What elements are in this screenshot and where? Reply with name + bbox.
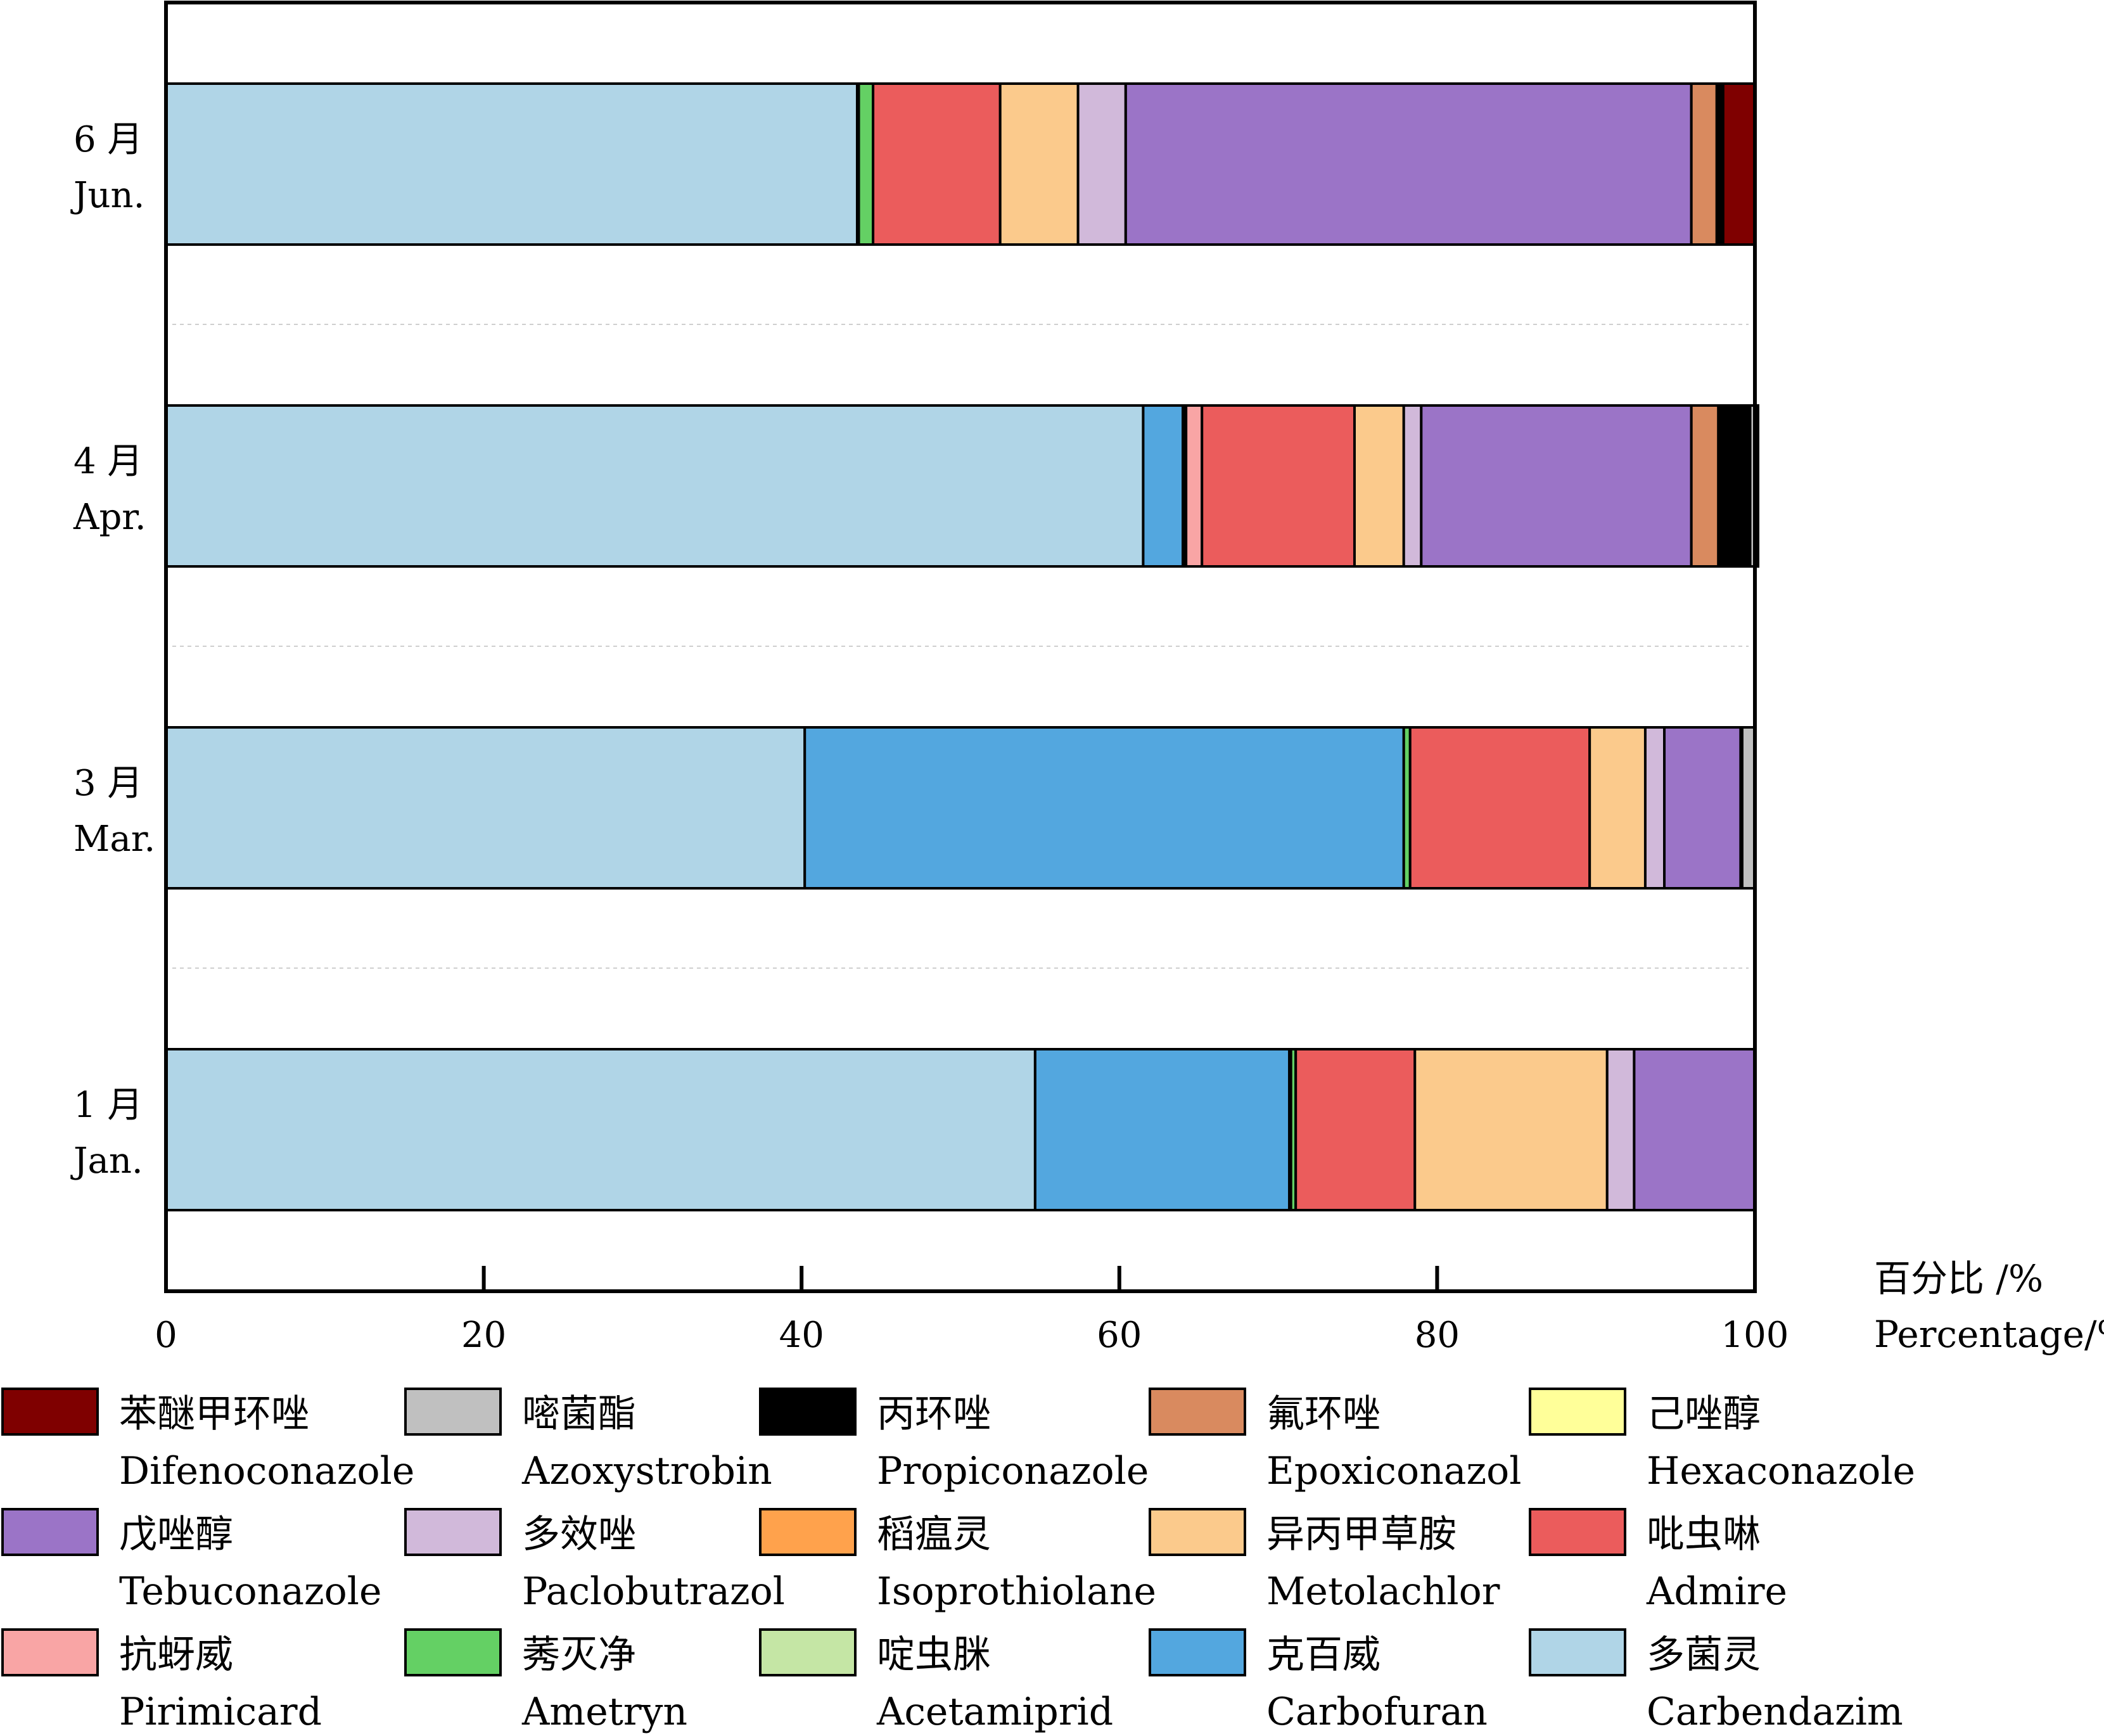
bar-segment-difenoconazole-jun <box>1721 82 1757 246</box>
bar-segment-epoxiconazol-jun <box>1690 82 1718 246</box>
legend-label-en: Difenoconazole <box>119 1449 414 1493</box>
legend-label-en: Carbendazim <box>1647 1690 1903 1734</box>
bar-segment-metolachlor-jun <box>998 82 1080 246</box>
bar-segment-metolachlor-mar <box>1588 726 1647 890</box>
legend-swatch <box>1529 1508 1626 1556</box>
bar-segment-epoxiconazol-apr <box>1690 404 1720 568</box>
legend-swatch <box>759 1508 857 1556</box>
legend-swatch <box>404 1508 502 1556</box>
legend-label-cn: 多菌灵 <box>1647 1633 1761 1677</box>
x-tick-label: 20 <box>461 1315 506 1356</box>
bar-segment-tebuconazole-mar <box>1663 726 1742 890</box>
plot-frame <box>164 1 1757 1293</box>
legend-swatch <box>1529 1388 1626 1436</box>
legend-swatch <box>1 1388 99 1436</box>
legend-label-en: Metolachlor <box>1266 1569 1500 1614</box>
legend-swatch <box>1149 1508 1246 1556</box>
legend-label-en: Propiconazole <box>877 1449 1149 1493</box>
legend-label-en: Paclobutrazol <box>522 1569 785 1614</box>
x-tick-label: 80 <box>1415 1315 1460 1356</box>
bar-segment-paclobutrazol-jan <box>1605 1048 1636 1211</box>
category-label-en: Jan. <box>70 1140 143 1182</box>
legend-swatch <box>1149 1388 1246 1436</box>
bar-segment-propiconazole-apr <box>1717 404 1752 568</box>
bar-segment-admire-mar <box>1408 726 1591 890</box>
legend-swatch <box>1 1508 99 1556</box>
bar-segment-carbendazim-jan <box>165 1048 1036 1211</box>
category-label-en: Apr. <box>73 497 146 538</box>
legend-label-cn: 戊唑醇 <box>119 1512 233 1557</box>
x-tick-label: 40 <box>779 1315 824 1356</box>
legend-label-cn: 抗蚜威 <box>119 1633 233 1677</box>
legend-label-en: Admire <box>1646 1569 1787 1614</box>
legend-swatch <box>1529 1628 1626 1676</box>
legend-label-cn: 稻瘟灵 <box>877 1512 991 1557</box>
legend-swatch <box>759 1388 857 1436</box>
legend-swatch <box>404 1628 502 1676</box>
x-tick-label: 100 <box>1721 1315 1789 1356</box>
legend-label-cn: 氟环唑 <box>1266 1392 1380 1436</box>
category-label-cn: 1 月 <box>73 1085 143 1126</box>
x-tick-label: 0 <box>155 1315 177 1356</box>
bar-segment-tebuconazole-jun <box>1124 82 1693 246</box>
bar-segment-carbofuran-mar <box>803 726 1405 890</box>
legend-label-en: Pirimicard <box>119 1690 322 1734</box>
bar-segment-paclobutrazol-mar <box>1643 726 1666 890</box>
bar-segment-metolachlor-jan <box>1413 1048 1609 1211</box>
x-ticks: 0 20 40 60 80 100 <box>155 1266 1788 1356</box>
bar-segment-pirimicard-apr <box>1185 404 1204 568</box>
legend-label-cn: 啶虫脒 <box>877 1633 991 1677</box>
legend-label-cn: 嘧菌酯 <box>522 1392 636 1436</box>
bar-segment-admire-jun <box>872 82 1002 246</box>
legend-label-en: Hexaconazole <box>1647 1449 1915 1493</box>
bar-segment-carbendazim-jun <box>165 82 858 246</box>
legend-label-cn: 苯醚甲环唑 <box>119 1392 309 1436</box>
category-label-cn: 4 月 <box>73 441 143 482</box>
x-tick-label: 60 <box>1097 1315 1142 1356</box>
legend-label-cn: 己唑醇 <box>1647 1392 1761 1436</box>
category-label-en: Jun. <box>70 175 144 216</box>
bar-segment-admire-jan <box>1294 1048 1417 1211</box>
legend-label-cn: 异丙甲草胺 <box>1266 1512 1457 1557</box>
category-labels: 6 月 Jun. 4 月 Apr. 3 月 Mar. 1 月 Jan. <box>70 119 155 1182</box>
legend-swatch <box>1 1628 99 1676</box>
legend-swatch <box>404 1388 502 1436</box>
legend-swatch <box>1149 1628 1246 1676</box>
bar-segment-admire-apr <box>1201 404 1356 568</box>
bar-segment-tebuconazole-apr <box>1420 404 1693 568</box>
bar-segment-metolachlor-apr <box>1353 404 1405 568</box>
bar-segment-paclobutrazol-jun <box>1076 82 1127 246</box>
legend-label-cn: 丙环唑 <box>877 1392 991 1436</box>
legend-label-en: Epoxiconazol <box>1266 1449 1521 1493</box>
bar-segment-azoxystrobin-mar <box>1740 726 1757 890</box>
bar-segment-ametryn-jun <box>857 82 875 246</box>
category-label-cn: 6 月 <box>73 119 143 160</box>
category-label-en: Mar. <box>73 819 155 860</box>
bar-segment-carbofuran-jan <box>1033 1048 1291 1211</box>
bar-segment-carbendazim-mar <box>165 726 807 890</box>
legend-label-cn: 克百威 <box>1266 1633 1380 1677</box>
legend-label-cn: 吡虫啉 <box>1647 1512 1761 1557</box>
x-axis-title-en: Percentage/% <box>1874 1313 2104 1356</box>
bar-segment-paclobutrazol-apr <box>1402 404 1423 568</box>
legend-label-en: Ametryn <box>521 1690 687 1734</box>
legend-label-en: Acetamiprid <box>876 1690 1113 1734</box>
legend-label-en: Carbofuran <box>1266 1690 1488 1734</box>
x-axis-title-cn: 百分比 /% <box>1874 1257 2043 1300</box>
category-label-cn: 3 月 <box>73 763 143 804</box>
legend: 苯醚甲环唑 Difenoconazole 嘧菌酯 Azoxystrobin 丙环唑 Pro… <box>1 1388 1915 1734</box>
legend-label-cn: 多效唑 <box>522 1512 636 1557</box>
legend-label-en: Isoprothiolane <box>877 1569 1156 1614</box>
bar-segment-carbendazim-apr <box>165 404 1145 568</box>
legend-swatch <box>759 1628 857 1676</box>
bar-segment-tebuconazole-jan <box>1633 1048 1757 1211</box>
legend-label-en: Tebuconazole <box>119 1569 382 1614</box>
legend-label-en: Azoxystrobin <box>521 1449 772 1493</box>
legend-label-cn: 莠灭净 <box>522 1633 636 1677</box>
bar-segment-carbofuran-apr <box>1142 404 1185 568</box>
